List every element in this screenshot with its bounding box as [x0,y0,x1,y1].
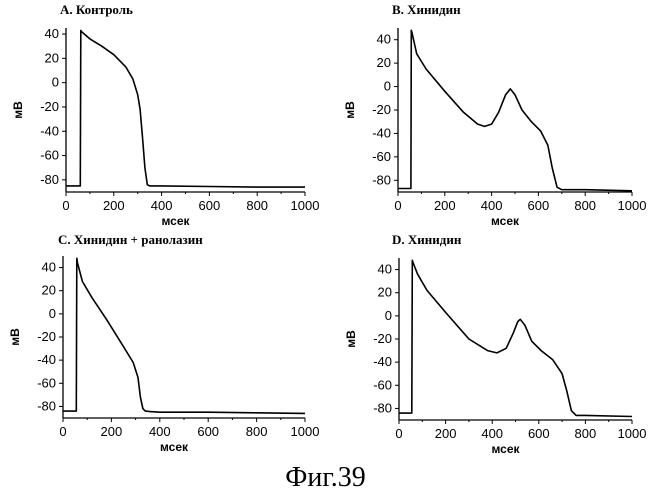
panel-d-title: D. Хинидин [392,232,462,247]
panel-c-y-tick-label: 20 [42,283,56,298]
panel-b-x-tick-label: 1000 [618,198,647,213]
panel-c-y-tick-label: 0 [49,306,56,321]
panel-a-y-tick-label: 0 [52,75,59,90]
panel-b-y-axis-label: мВ [343,101,357,119]
panel-a-y-tick-label: -20 [40,99,59,114]
panel-b-x-tick-label: 0 [394,198,401,213]
panel-b-y-tick-label: 0 [384,79,391,94]
panel-d-x-tick-label: 600 [528,426,550,441]
panel-b-title: B. Хинидин [392,2,461,17]
panel-b-y-tick-label: 20 [377,55,391,70]
panel-d-x-tick-label: 400 [481,426,503,441]
panel-d-y-tick-label: 40 [378,262,392,277]
panel-a-x-tick-label: 800 [246,198,268,213]
panel-a-title: A. Контроль [60,2,133,17]
panel-b-y-tick-label: -60 [372,149,391,164]
panel-d-x-tick-label: 200 [435,426,457,441]
panel-c-y-tick-label: -80 [37,398,56,413]
panel-d-action-potential-trace [399,259,633,418]
panel-b-x-axis-label: мсек [491,214,520,228]
panel-c-x-axis-label: мсек [160,440,189,454]
panel-c-y-tick-label: -60 [37,375,56,390]
panel-c-x-tick-label: 800 [246,424,268,439]
panel-a-x-tick-label: 0 [62,198,69,213]
panel-a-y-tick-label: 40 [45,26,59,41]
panel-b-x-tick-label: 200 [434,198,456,213]
panel-c-y-tick-label: 40 [42,260,56,275]
panel-a-y-tick-label: 20 [45,50,59,65]
figure-caption: Фиг.39 [285,462,366,493]
panel-b-y-tick-label: -20 [372,102,391,117]
panel-a-x-axis-label: мсек [161,214,190,228]
panel-d-y-tick-label: 0 [385,308,392,323]
panel-a-x-tick-label: 600 [199,198,221,213]
panel-b-y-tick-label: -40 [372,125,391,140]
panel-a-x-tick-label: 400 [151,198,173,213]
panel-d-y-tick-label: -80 [373,400,392,415]
panel-a-x-tick-label: 200 [103,198,125,213]
panel-d-x-tick-label: 800 [575,426,597,441]
panel-b-x-tick-label: 600 [528,198,550,213]
panel-d-x-axis-label: мсек [491,442,520,456]
panel-d-y-tick-label: -20 [373,331,392,346]
panel-c-x-tick-label: 0 [59,424,66,439]
panel-a-y-axis-label: мВ [11,101,25,119]
panel-d-x-tick-label: 1000 [618,426,647,441]
panel-a-y-tick-label: -40 [40,123,59,138]
panel-b-action-potential-trace [398,29,633,192]
panel-a-action-potential-trace [66,29,305,188]
panel-b-y-tick-label: -80 [372,172,391,187]
panel-a-y-tick-label: -80 [40,172,59,187]
panel-b-x-tick-label: 800 [574,198,596,213]
panel-d-y-tick-label: -40 [373,354,392,369]
panel-c-x-tick-label: 200 [101,424,123,439]
panel-d-x-tick-label: 0 [395,426,402,441]
panel-c-x-tick-label: 600 [197,424,219,439]
panel-d-y-tick-label: 20 [378,285,392,300]
panel-c-title: C. Хинидин + ранолазин [58,232,203,247]
panel-a-y-tick-label: -60 [40,148,59,163]
panel-c-x-tick-label: 1000 [291,424,320,439]
panel-b-x-tick-label: 400 [481,198,503,213]
panel-c-x-tick-label: 400 [149,424,171,439]
panel-a-x-tick-label: 1000 [291,198,320,213]
panel-c-y-axis-label: мВ [8,328,22,346]
panel-d-y-tick-label: -60 [373,377,392,392]
panel-c-y-tick-label: -20 [37,329,56,344]
panel-c-action-potential-trace [63,257,306,415]
panel-c-y-tick-label: -40 [37,352,56,367]
panel-b-y-tick-label: 40 [377,32,391,47]
panel-d-y-axis-label: мВ [344,330,358,348]
